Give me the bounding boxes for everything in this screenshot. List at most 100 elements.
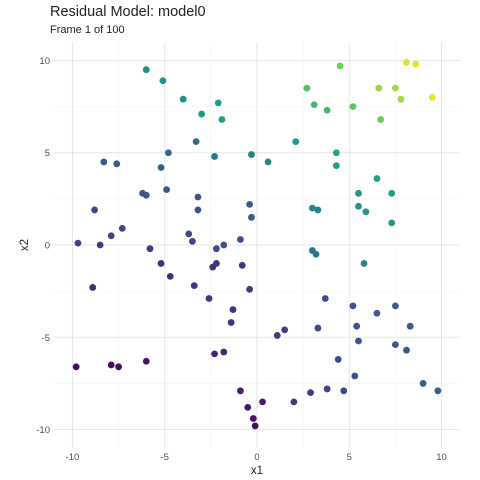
data-point — [238, 261, 246, 269]
data-point — [351, 372, 359, 380]
data-point — [100, 158, 108, 166]
data-point — [107, 361, 115, 369]
data-point — [194, 206, 202, 214]
chart-title: Residual Model: model0 — [50, 4, 206, 20]
data-point — [194, 193, 202, 201]
data-point — [308, 204, 316, 212]
data-point — [349, 103, 357, 110]
data-point — [332, 162, 340, 170]
data-point — [323, 385, 331, 393]
data-point — [321, 295, 329, 302]
data-point — [336, 62, 344, 70]
data-point — [249, 415, 257, 422]
data-point — [244, 404, 252, 411]
data-point — [157, 164, 165, 171]
data-point — [373, 175, 381, 182]
data-point — [246, 201, 254, 208]
data-point — [163, 186, 170, 194]
data-point — [115, 363, 122, 371]
data-point — [189, 237, 196, 245]
data-point — [190, 282, 198, 289]
points — [72, 58, 442, 430]
data-point — [353, 322, 361, 330]
data-point — [349, 302, 357, 310]
data-point — [185, 230, 193, 238]
data-point — [142, 66, 150, 74]
data-point — [388, 189, 396, 197]
data-point — [96, 241, 104, 249]
data-point — [292, 138, 300, 146]
data-point — [157, 260, 165, 267]
data-point — [146, 245, 154, 253]
y-tick-label: 5 — [45, 148, 50, 159]
data-point — [236, 387, 244, 395]
data-point — [412, 60, 420, 68]
data-point — [397, 95, 405, 103]
y-tick-label: 0 — [45, 241, 50, 252]
data-point — [91, 206, 98, 214]
data-point — [375, 84, 383, 92]
data-point — [373, 309, 381, 317]
data-point — [211, 153, 218, 160]
x-tick-label: -5 — [161, 452, 169, 463]
data-point — [113, 160, 121, 168]
data-point — [179, 95, 187, 103]
data-point — [248, 213, 255, 221]
x-tick-label: 5 — [347, 452, 352, 463]
data-point — [118, 224, 126, 232]
data-point — [310, 101, 318, 109]
data-point — [192, 138, 200, 146]
data-point — [220, 348, 228, 356]
x-tick-label: 10 — [436, 452, 447, 463]
data-point — [392, 302, 399, 310]
data-point — [314, 324, 322, 332]
grid — [54, 42, 460, 448]
data-point — [229, 306, 237, 313]
data-point — [142, 357, 150, 365]
data-point — [213, 245, 220, 253]
x-axis-label: x1 — [251, 465, 263, 477]
data-point — [428, 93, 436, 101]
data-point — [406, 322, 414, 330]
data-point — [281, 326, 289, 334]
data-point — [355, 202, 362, 210]
data-point — [392, 84, 399, 92]
data-point — [198, 110, 206, 118]
data-point — [334, 356, 342, 363]
data-point — [355, 189, 362, 197]
data-point — [388, 219, 396, 227]
data-point — [246, 285, 254, 293]
y-axis-label: x2 — [19, 239, 31, 251]
y-axis-ticks: -10 -5 0 5 10 — [36, 56, 50, 436]
data-point — [340, 387, 348, 395]
data-point — [392, 341, 399, 349]
data-point — [403, 346, 410, 354]
data-point — [360, 260, 368, 267]
data-point — [264, 158, 272, 166]
data-point — [332, 149, 340, 157]
data-point — [159, 77, 167, 85]
data-point — [362, 208, 370, 216]
data-point — [251, 422, 259, 430]
data-point — [403, 58, 410, 66]
data-point — [355, 337, 362, 345]
data-point — [227, 319, 235, 326]
data-point — [290, 398, 298, 406]
data-point — [236, 236, 244, 243]
data-point — [248, 151, 255, 158]
data-point — [323, 106, 331, 114]
data-point — [166, 272, 174, 280]
data-point — [165, 149, 172, 157]
data-point — [314, 206, 322, 214]
y-tick-label: -5 — [42, 333, 50, 344]
data-point — [377, 116, 385, 123]
data-point — [312, 250, 320, 258]
data-point — [74, 239, 82, 247]
data-point — [434, 387, 442, 395]
x-tick-label: -10 — [66, 452, 80, 463]
data-point — [205, 295, 213, 302]
data-point — [214, 99, 222, 107]
data-point — [107, 232, 115, 240]
x-tick-label: 0 — [254, 452, 259, 463]
data-point — [303, 84, 311, 92]
